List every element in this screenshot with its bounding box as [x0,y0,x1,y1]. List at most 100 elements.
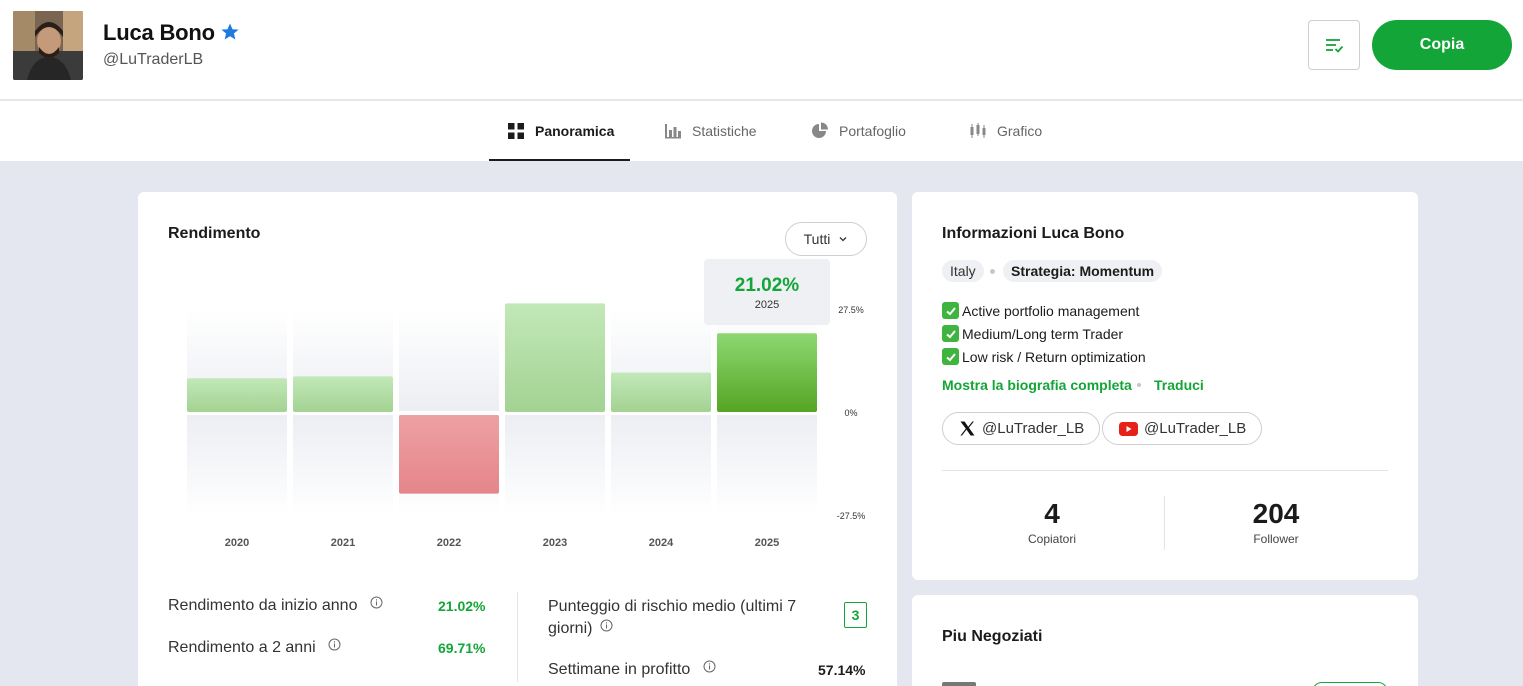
country-tag: Italy [942,260,984,282]
bar-background [505,415,605,516]
copiers-count: 4 [1044,498,1060,529]
tab-label: Panoramica [535,123,615,139]
tab-panoramica[interactable]: Panoramica [488,101,631,161]
user-name: Luca Bono [103,20,215,45]
most-traded-card: Piu Negoziati [912,595,1418,686]
stat-label: giorni) [548,620,593,637]
copy-button[interactable]: Copia [1372,20,1512,70]
performance-title: Rendimento [168,225,261,242]
trader-info-card: Informazioni Luca Bono Italy Strategia: … [912,192,1418,580]
info-divider [942,470,1388,471]
x-tick-label: 2025 [755,537,779,549]
bar-background [293,415,393,516]
x-tick-label: 2023 [543,537,567,549]
bio-line: Active portfolio management [942,302,1139,319]
x-profile-link[interactable]: @LuTrader_LB [942,412,1101,445]
chevron-down-icon [839,237,847,242]
checkmark-icon [942,325,959,342]
user-handle: @LuTraderLB [103,51,204,68]
bar-background [187,415,287,516]
tab-statistiche[interactable]: Statistiche [664,101,757,161]
bar-2021[interactable] [293,376,393,412]
separator-dot [990,269,995,274]
y-tick-label: 27.5% [838,305,864,315]
stat-label: Settimane in profitto [548,661,691,678]
info-icon[interactable] [370,596,383,609]
metrics-divider [1164,496,1165,550]
bar-background [717,415,817,516]
avatar-image [13,11,83,80]
tooltip-value: 21.02% [734,275,800,296]
x-tick-label: 2024 [649,537,674,549]
verified-star-icon [221,23,239,40]
bar-2024[interactable] [611,372,711,412]
tooltip-year: 2025 [754,299,780,311]
strategy-tag: Strategia: Momentum [1003,260,1163,282]
show-full-bio-link[interactable]: Mostra la biografia completa [942,377,1132,393]
watchlist-button[interactable] [1308,20,1360,70]
period-select[interactable]: Tutti [785,222,867,256]
watchlist-icon [1326,39,1344,53]
period-value: Tutti [803,231,831,247]
tab-label: Portafoglio [839,123,906,139]
info-icon[interactable] [328,638,341,651]
grid-icon [508,123,524,139]
bio-text: Medium/Long term Trader [962,325,1124,342]
followers-label: Follower [1253,532,1299,546]
tab-grafico[interactable]: Grafico [969,101,1042,161]
info-icon[interactable] [600,619,613,632]
youtube-icon [1119,421,1138,436]
stat-label: Rendimento a 2 anni [168,639,316,656]
bar-background [399,310,499,411]
bio-line: Medium/Long term Trader [942,325,1123,342]
bar-2025[interactable] [717,333,817,412]
bar-2020[interactable] [187,378,287,412]
x-tick-label: 2021 [331,537,355,549]
bar-2022[interactable] [399,415,499,494]
translate-link[interactable]: Traduci [1154,377,1204,393]
bar-background [611,415,711,516]
bio-text: Low risk / Return optimization [962,348,1146,365]
performance-chart: 2020 2021 2022 2023 2024 2025 27.5% 0% -27.5% [187,303,866,549]
profitable-weeks-value: 57.14% [818,662,866,678]
pie-chart-icon [812,122,828,138]
most-traded-title: Piu Negoziati [942,628,1043,645]
info-title: Informazioni Luca Bono [942,225,1125,242]
two-year-return-value: 69.71% [438,640,486,656]
x-tick-label: 2020 [225,537,249,549]
profitable-weeks-label: Settimane in profitto [548,660,716,679]
avatar[interactable] [13,11,83,80]
trade-button[interactable] [1312,682,1388,686]
bar-chart-icon [665,124,681,139]
tab-bar: Panoramica Statistiche Portafoglio Grafi… [0,101,1523,161]
risk-score-badge: 3 [844,602,867,628]
risk-score-label: Punteggio di rischio medio (ultimi 7 gio… [548,596,796,640]
info-icon[interactable] [703,660,716,673]
bar-2023[interactable] [505,303,605,412]
tab-label: Statistiche [692,123,757,139]
social-handle: @LuTrader_LB [1144,420,1247,437]
stats-divider [517,592,518,682]
y-tick-label: -27.5% [837,511,866,521]
candlestick-icon [970,123,986,138]
ytd-return-label: Rendimento da inizio anno [168,596,383,615]
stat-label: Punteggio di rischio medio (ultimi 7 [548,598,797,615]
ytd-return-value: 21.02% [438,598,486,614]
profile-header: Luca Bono @LuTraderLB Copia [0,0,1523,100]
y-tick-label: 0% [844,408,857,418]
tab-label: Grafico [997,123,1043,139]
x-icon [960,421,975,436]
youtube-profile-link[interactable]: @LuTrader_LB [1102,412,1263,445]
separator-dot [1137,383,1141,387]
bio-text: Active portfolio management [962,302,1140,319]
checkmark-icon [942,302,959,319]
x-tick-label: 2022 [437,537,461,549]
performance-card: Rendimento Tutti 2020 2021 2022 [138,192,897,686]
checkmark-icon [942,348,959,365]
stat-label: Rendimento da inizio anno [168,597,358,614]
bio-line: Low risk / Return optimization [942,348,1146,365]
copiers-label: Copiatori [1027,532,1077,546]
tab-portafoglio[interactable]: Portafoglio [811,101,906,161]
two-year-return-label: Rendimento a 2 anni [168,638,341,657]
followers-count: 204 [1252,498,1300,529]
